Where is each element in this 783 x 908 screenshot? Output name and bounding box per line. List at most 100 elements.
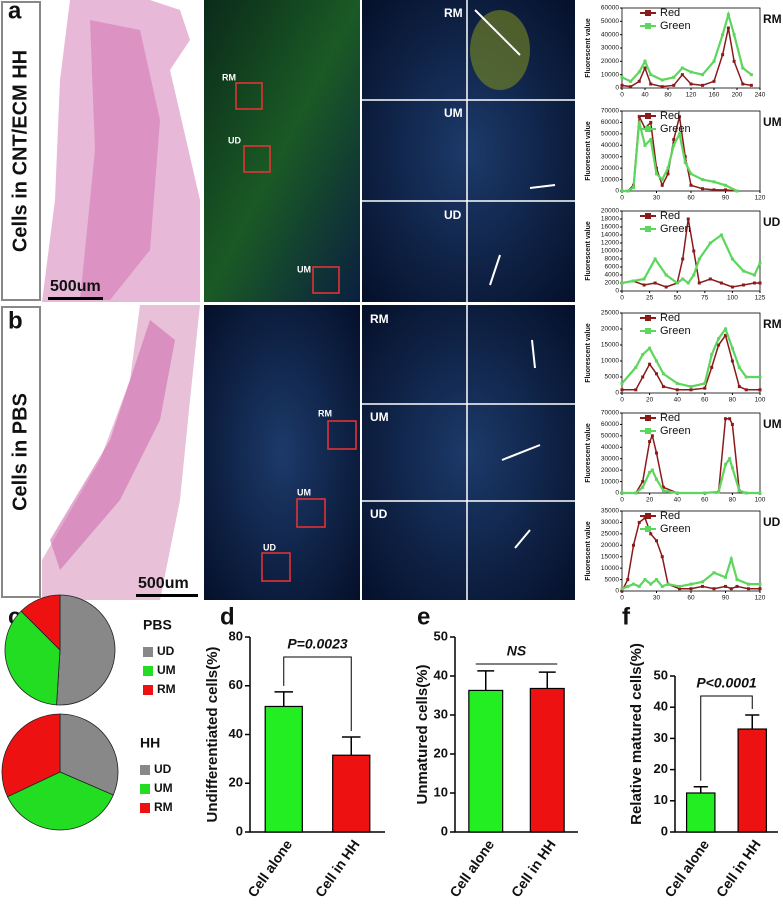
point xyxy=(710,365,714,369)
point xyxy=(634,491,638,495)
y-tick-label: 30 xyxy=(654,730,668,745)
point xyxy=(641,480,645,484)
y-axis-label: Fluorescent value xyxy=(585,121,592,181)
error-bar xyxy=(274,691,294,707)
point xyxy=(620,388,624,392)
scale-line xyxy=(48,297,103,300)
x-tick-label: Cell in HH xyxy=(508,837,559,900)
point xyxy=(728,457,732,461)
y-tick-label: 20 xyxy=(654,761,668,776)
point xyxy=(719,233,723,237)
y-tick-label: 16000 xyxy=(601,224,619,231)
point xyxy=(737,489,741,493)
point xyxy=(643,578,647,582)
error-bar xyxy=(477,670,495,691)
point xyxy=(666,582,670,586)
y-tick-label: 60000 xyxy=(601,421,619,428)
x-tick-label: 120 xyxy=(755,195,766,202)
point xyxy=(717,337,721,341)
point xyxy=(729,557,733,561)
point xyxy=(708,241,712,245)
point xyxy=(660,178,664,182)
y-tick-label: 25000 xyxy=(601,310,619,317)
x-tick-label: 80 xyxy=(729,497,737,504)
point xyxy=(649,138,653,142)
point xyxy=(735,584,739,588)
x-tick-label: 240 xyxy=(755,92,766,99)
legend-marker xyxy=(645,526,651,532)
point xyxy=(632,543,635,547)
roi-box xyxy=(327,420,357,450)
y-tick-label: 10000 xyxy=(601,248,619,255)
point xyxy=(649,82,653,86)
legend-label: Red xyxy=(660,110,680,122)
y-tick-label: 10000 xyxy=(601,176,619,183)
x-tick-label: 60 xyxy=(701,497,709,504)
pie-slice xyxy=(56,594,116,706)
point xyxy=(637,70,641,74)
plot-frame xyxy=(621,312,761,394)
point xyxy=(660,85,664,89)
series-line xyxy=(622,456,760,495)
point xyxy=(735,189,739,193)
point xyxy=(648,440,652,444)
y-tick-label: 30000 xyxy=(601,153,619,160)
bar xyxy=(468,689,504,833)
point xyxy=(655,578,658,582)
legend-label: UD xyxy=(154,762,172,776)
point xyxy=(632,582,635,586)
point xyxy=(735,578,739,582)
x-tick-label: 60 xyxy=(687,595,695,602)
y-tick-label: 50000 xyxy=(601,18,619,25)
point xyxy=(655,539,658,543)
point xyxy=(717,343,721,347)
y-axis-label: Fluorescent value xyxy=(585,521,592,581)
point xyxy=(648,470,652,474)
point xyxy=(730,422,734,426)
point xyxy=(689,587,693,591)
legend-marker xyxy=(645,428,651,434)
y-tick-label: 60000 xyxy=(601,119,619,126)
point xyxy=(655,477,658,481)
point xyxy=(701,187,704,191)
panel-label: b xyxy=(8,307,23,334)
point xyxy=(666,172,670,176)
roi-label: UM xyxy=(297,487,311,497)
point xyxy=(758,582,762,586)
y-axis-label: Fluorescent value xyxy=(585,18,592,78)
y-tick-label: 70000 xyxy=(601,108,619,115)
point xyxy=(672,143,676,147)
point xyxy=(758,281,762,285)
point xyxy=(686,217,690,221)
point xyxy=(758,491,762,495)
point xyxy=(701,83,704,87)
roi-box xyxy=(235,82,263,110)
x-tick-label: 160 xyxy=(709,92,720,99)
point xyxy=(660,183,664,187)
roi-label: UD xyxy=(263,542,276,552)
point xyxy=(712,571,716,575)
point xyxy=(710,353,714,357)
zoom-images xyxy=(362,0,575,302)
error-bar xyxy=(538,671,556,689)
x-tick-label: Cell alone xyxy=(244,837,295,901)
point xyxy=(650,434,654,438)
point xyxy=(758,261,762,265)
point xyxy=(641,353,645,357)
point xyxy=(724,417,727,421)
point xyxy=(642,277,646,281)
point xyxy=(703,386,707,390)
zoom-label: UM xyxy=(444,106,463,120)
arrow xyxy=(474,9,556,286)
point xyxy=(680,73,684,77)
point xyxy=(637,520,641,524)
significance-bracket xyxy=(700,695,753,781)
legend-marker xyxy=(645,315,651,321)
point xyxy=(655,172,658,176)
y-tick-label: 4000 xyxy=(605,272,620,279)
y-tick-label: 18000 xyxy=(601,216,619,223)
point xyxy=(683,155,687,159)
point xyxy=(741,269,745,273)
point xyxy=(732,59,736,63)
